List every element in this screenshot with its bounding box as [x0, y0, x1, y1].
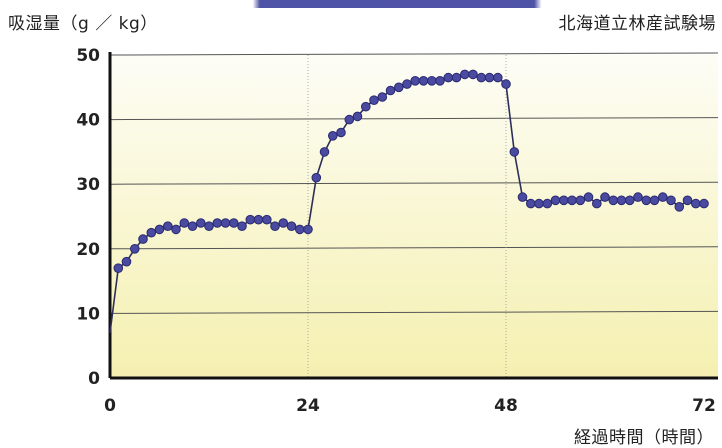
data-point: [154, 224, 165, 235]
data-point: [229, 218, 239, 228]
gridlines: [109, 52, 719, 314]
data-point: [385, 85, 396, 96]
data-point: [600, 192, 610, 202]
data-point: [682, 195, 693, 206]
data-point: [204, 221, 214, 231]
data-point: [567, 195, 577, 206]
data-point: [476, 72, 487, 83]
y-tick-label: 20: [76, 240, 100, 260]
data-point: [361, 101, 371, 112]
gridline-y-40: [109, 117, 719, 121]
data-point: [212, 218, 223, 228]
gridline-y-20: [109, 246, 719, 250]
y-tick-label: 0: [88, 369, 100, 389]
data-point: [674, 202, 685, 212]
data-point: [319, 147, 330, 157]
data-point: [484, 72, 495, 83]
data-point: [253, 214, 264, 225]
y-tick-labels: 0 10 20 30 40 50: [76, 46, 100, 389]
data-point: [286, 221, 297, 231]
data-point: [468, 69, 478, 80]
data-point: [509, 147, 520, 157]
data-point: [608, 195, 619, 206]
data-point: [542, 198, 553, 209]
data-point: [666, 195, 676, 206]
data-point: [245, 214, 256, 225]
data-point: [418, 76, 429, 86]
gridline-y-30: [109, 181, 719, 185]
data-point: [130, 244, 140, 254]
data-point: [344, 114, 355, 125]
data-point: [295, 224, 305, 235]
data-point: [616, 195, 627, 206]
data-point: [526, 198, 536, 209]
data-point: [303, 224, 313, 235]
data-point: [352, 111, 363, 122]
axes: [108, 52, 718, 380]
data-point: [460, 69, 470, 80]
data-point: [699, 198, 709, 209]
data-point: [658, 192, 668, 202]
data-point: [592, 198, 602, 209]
data-point: [163, 221, 173, 231]
data-point: [278, 218, 289, 228]
series-points-group: [113, 69, 709, 274]
y-tick-label: 10: [76, 304, 100, 324]
data-point: [311, 172, 322, 183]
data-point: [369, 95, 379, 105]
data-point: [394, 82, 404, 93]
y-tick-label: 50: [76, 46, 100, 66]
source-label: 北海道立林産試験場: [558, 14, 716, 34]
data-point: [328, 131, 338, 141]
data-point: [501, 79, 511, 89]
data-point: [641, 195, 652, 206]
data-point: [402, 79, 412, 89]
data-point: [171, 224, 181, 235]
data-point: [559, 195, 569, 206]
x-tick-label: 0: [104, 396, 116, 416]
x-tick-label: 24: [296, 396, 320, 416]
x-axis-label: 経過時間（時間）: [574, 428, 714, 448]
x-tick-label: 72: [692, 396, 716, 416]
data-point: [410, 76, 421, 86]
data-point: [377, 92, 388, 102]
gridline-y-50: [109, 52, 719, 56]
data-point: [691, 198, 701, 209]
x-tick-label: 48: [494, 396, 518, 416]
gridline-y-10: [109, 310, 719, 314]
data-point: [427, 76, 437, 86]
data-point: [534, 198, 544, 209]
data-point: [517, 192, 528, 202]
data-point: [237, 221, 247, 231]
data-point: [583, 192, 594, 202]
x-tick-labels: 0 24 48 72: [104, 396, 716, 416]
data-point: [270, 221, 280, 231]
data-point: [493, 72, 503, 83]
data-point: [220, 218, 231, 228]
data-point: [179, 218, 190, 228]
title-banner-fragment: [0, 0, 722, 8]
data-point: [113, 263, 124, 274]
y-tick-label: 40: [76, 111, 100, 131]
y-tick-label: 30: [76, 175, 100, 195]
data-point: [625, 195, 635, 206]
data-point: [575, 195, 586, 206]
data-point: [633, 192, 643, 202]
plot-area-background: [110, 55, 718, 378]
data-point: [146, 227, 157, 238]
data-point: [138, 234, 148, 244]
data-point: [196, 218, 206, 228]
y-axis-label: 吸湿量（g ／ kg）: [8, 14, 158, 34]
data-point: [262, 214, 272, 225]
data-point: [336, 127, 346, 138]
data-point: [649, 195, 660, 206]
data-point: [451, 72, 462, 83]
data-point: [187, 221, 198, 231]
data-point: [550, 195, 561, 206]
data-point: [435, 76, 445, 86]
data-point: [443, 72, 454, 83]
data-point: [121, 256, 132, 267]
